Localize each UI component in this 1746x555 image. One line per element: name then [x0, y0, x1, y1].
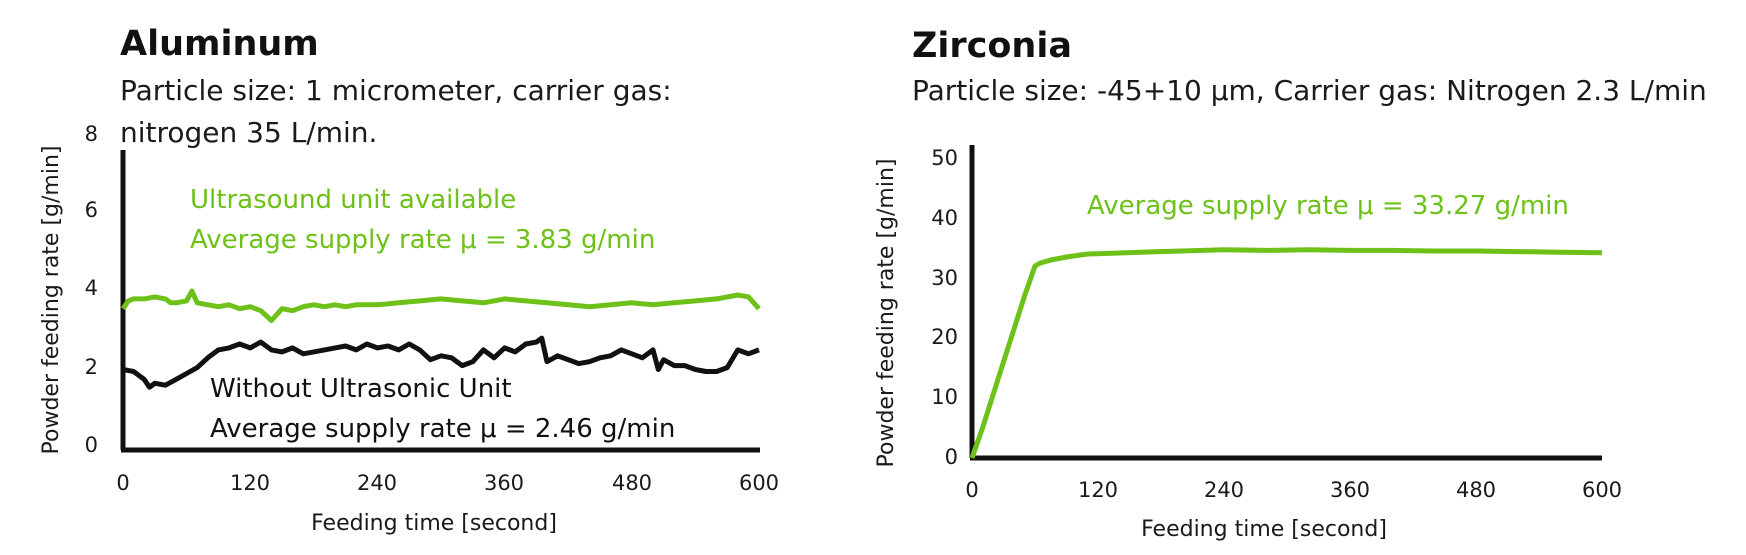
aluminum-y-tick-8: 8: [85, 122, 98, 146]
aluminum-y-tick-2: 2: [85, 355, 98, 379]
aluminum-subtitle-line-2: nitrogen 35 L/min.: [120, 116, 377, 149]
aluminum-y-tick-4: 4: [85, 276, 98, 300]
aluminum-subtitle-line-1: Particle size: 1 micrometer, carrier gas…: [120, 74, 672, 107]
aluminum-x-tick-600: 600: [739, 471, 779, 495]
zirconia-y-tick-20: 20: [931, 325, 958, 349]
zirconia-x-tick-360: 360: [1330, 478, 1370, 502]
zirconia-subtitle: Particle size: -45+10 μm, Carrier gas: N…: [912, 74, 1707, 107]
aluminum-title: Aluminum: [120, 24, 319, 64]
aluminum-y-axis-label: Powder feeding rate [g/min]: [39, 146, 64, 455]
zirconia-x-axis-label: Feeding time [second]: [1141, 517, 1387, 542]
zirconia-x-tick-120: 120: [1078, 478, 1118, 502]
aluminum-chart: Aluminum Particle size: 1 micrometer, ca…: [39, 24, 779, 536]
zirconia-chart: Zirconia Particle size: -45+10 μm, Carri…: [874, 26, 1707, 542]
aluminum-x-axis-label: Feeding time [second]: [311, 511, 557, 536]
aluminum-x-tick-360: 360: [484, 471, 524, 495]
zirconia-x-tick-480: 480: [1456, 478, 1496, 502]
aluminum-annotation-ultrasound-line-2: Average supply rate μ = 3.83 g/min: [190, 225, 655, 255]
aluminum-y-tick-6: 6: [85, 198, 98, 222]
aluminum-x-tick-240: 240: [357, 471, 397, 495]
aluminum-y-tick-0: 0: [85, 433, 98, 457]
zirconia-series: [969, 247, 1603, 459]
zirconia-y-axis-label: Powder feeding rate [g/min]: [874, 159, 899, 468]
aluminum-annotation-no-ultrasound-line-1: Without Ultrasonic Unit: [210, 374, 512, 404]
zirconia-y-tick-30: 30: [931, 266, 958, 290]
aluminum-x-tick-0: 0: [116, 471, 129, 495]
aluminum-annotation-no-ultrasound-line-2: Average supply rate μ = 2.46 g/min: [210, 414, 675, 444]
zirconia-x-tick-240: 240: [1204, 478, 1244, 502]
aluminum-annotation-ultrasound-line-1: Ultrasound unit available: [190, 185, 516, 215]
zirconia-y-tick-50: 50: [931, 146, 958, 170]
aluminum-series-without-ultrasound: [122, 335, 760, 390]
zirconia-x-tick-0: 0: [965, 478, 978, 502]
zirconia-y-tick-40: 40: [931, 206, 958, 230]
zirconia-x-tick-600: 600: [1582, 478, 1622, 502]
zirconia-annotation: Average supply rate μ = 33.27 g/min: [1087, 191, 1569, 221]
zirconia-y-tick-0: 0: [945, 445, 958, 469]
zirconia-title: Zirconia: [912, 26, 1072, 66]
aluminum-x-tick-480: 480: [612, 471, 652, 495]
aluminum-x-tick-120: 120: [230, 471, 270, 495]
zirconia-y-tick-10: 10: [931, 385, 958, 409]
aluminum-series-with-ultrasound: [120, 288, 761, 323]
